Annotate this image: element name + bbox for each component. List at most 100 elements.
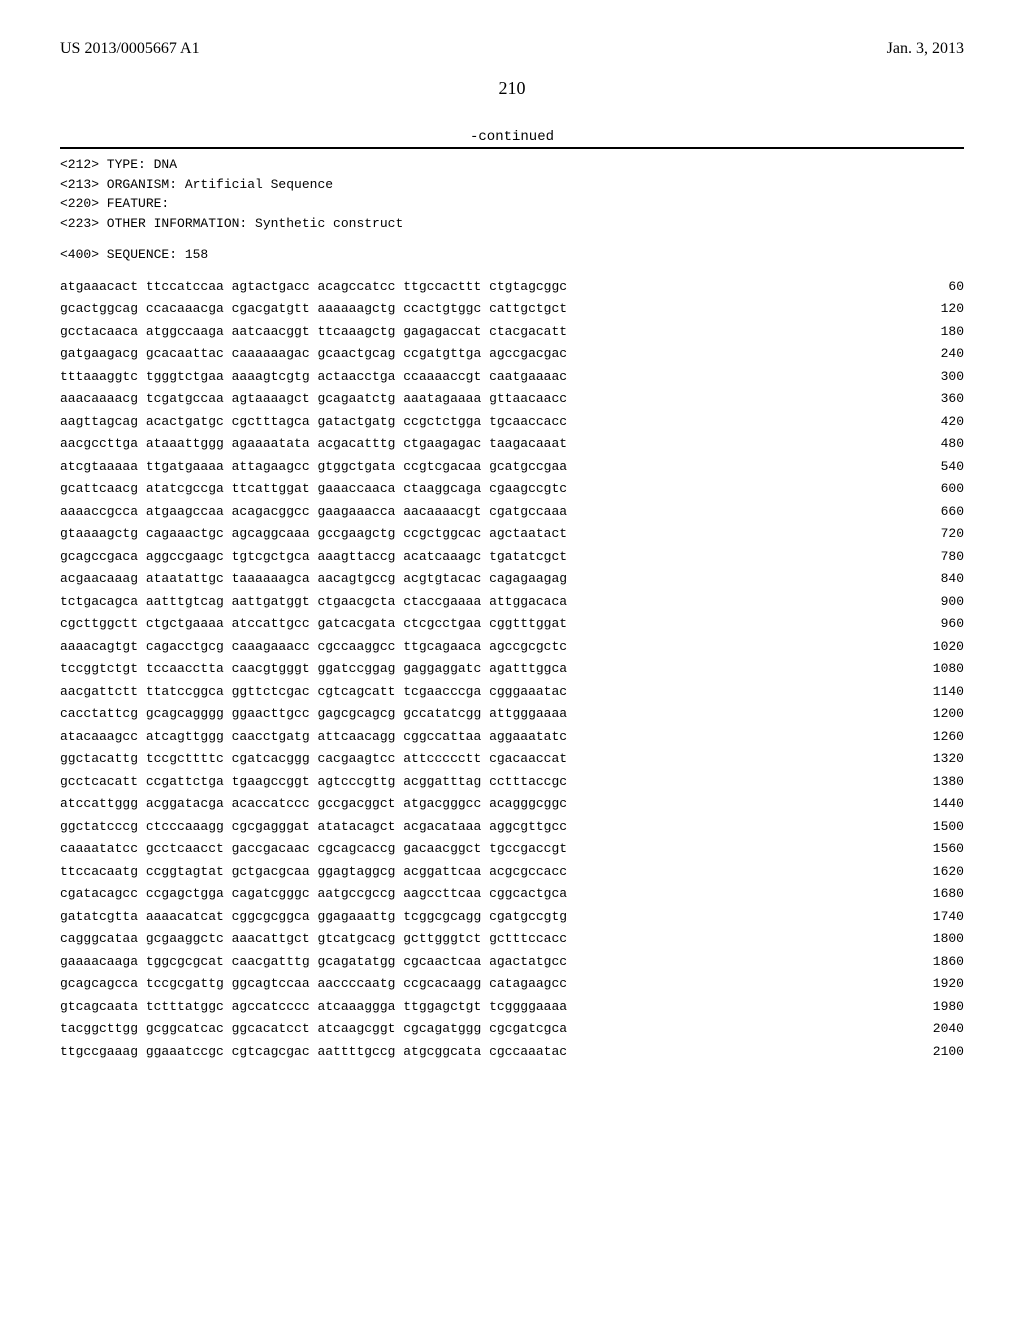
sequence-row: gatatcgtta aaaacatcat cggcgcggca ggagaaa…	[60, 907, 964, 927]
sequence-text: ttccacaatg ccggtagtat gctgacgcaa ggagtag…	[60, 862, 567, 882]
sequence-position: 1920	[914, 974, 964, 994]
sequence-position: 1320	[914, 749, 964, 769]
sequence-text: cgcttggctt ctgctgaaaa atccattgcc gatcacg…	[60, 614, 567, 634]
sequence-text: aaacaaaacg tcgatgccaa agtaaaagct gcagaat…	[60, 389, 567, 409]
sequence-position: 240	[914, 344, 964, 364]
sequence-text: gtaaaagctg cagaaactgc agcaggcaaa gccgaag…	[60, 524, 567, 544]
sequence-position: 60	[914, 277, 964, 297]
sequence-position: 1440	[914, 794, 964, 814]
sequence-row: tacggcttgg gcggcatcac ggcacatcct atcaagc…	[60, 1019, 964, 1039]
sequence-position: 120	[914, 299, 964, 319]
sequence-text: gcctcacatt ccgattctga tgaagccggt agtcccg…	[60, 772, 567, 792]
sequence-text: gcagcagcca tccgcgattg ggcagtccaa aacccca…	[60, 974, 567, 994]
sequence-text: atacaaagcc atcagttggg caacctgatg attcaac…	[60, 727, 567, 747]
sequence-text: gaaaacaaga tggcgcgcat caacgatttg gcagata…	[60, 952, 567, 972]
sequence-text: gcattcaacg atatcgccga ttcattggat gaaacca…	[60, 479, 567, 499]
sequence-text: acgaacaaag ataatattgc taaaaaagca aacagtg…	[60, 569, 567, 589]
sequence-block: <212> TYPE: DNA <213> ORGANISM: Artifici…	[60, 147, 964, 1061]
sequence-row: cagggcataa gcgaaggctc aaacattgct gtcatgc…	[60, 929, 964, 949]
sequence-row: ttccacaatg ccggtagtat gctgacgcaa ggagtag…	[60, 862, 964, 882]
meta-213: <213> ORGANISM: Artificial Sequence	[60, 175, 964, 195]
sequence-text: gtcagcaata tctttatggc agccatcccc atcaaag…	[60, 997, 567, 1017]
meta-220: <220> FEATURE:	[60, 194, 964, 214]
sequence-row: gtcagcaata tctttatggc agccatcccc atcaaag…	[60, 997, 964, 1017]
sequence-row: aaacaaaacg tcgatgccaa agtaaaagct gcagaat…	[60, 389, 964, 409]
sequence-position: 1740	[914, 907, 964, 927]
sequence-position: 1200	[914, 704, 964, 724]
sequence-position: 1260	[914, 727, 964, 747]
sequence-row: cgcttggctt ctgctgaaaa atccattgcc gatcacg…	[60, 614, 964, 634]
sequence-position: 960	[914, 614, 964, 634]
sequence-position: 1500	[914, 817, 964, 837]
sequence-row: gaaaacaaga tggcgcgcat caacgatttg gcagata…	[60, 952, 964, 972]
meta-400: <400> SEQUENCE: 158	[60, 245, 964, 265]
sequence-position: 1860	[914, 952, 964, 972]
sequence-position: 780	[914, 547, 964, 567]
sequence-position: 1980	[914, 997, 964, 1017]
sequence-row: acgaacaaag ataatattgc taaaaaagca aacagtg…	[60, 569, 964, 589]
sequence-position: 1140	[914, 682, 964, 702]
sequence-row: ttgccgaaag ggaaatccgc cgtcagcgac aattttg…	[60, 1042, 964, 1062]
sequence-text: ggctacattg tccgcttttc cgatcacggg cacgaag…	[60, 749, 567, 769]
sequence-text: gcctacaaca atggccaaga aatcaacggt ttcaaag…	[60, 322, 567, 342]
sequence-text: atccattggg acggatacga acaccatccc gccgacg…	[60, 794, 567, 814]
meta-212: <212> TYPE: DNA	[60, 155, 964, 175]
meta-223: <223> OTHER INFORMATION: Synthetic const…	[60, 214, 964, 234]
sequence-text: aaaaccgcca atgaagccaa acagacggcc gaagaaa…	[60, 502, 567, 522]
sequence-position: 2040	[914, 1019, 964, 1039]
sequence-position: 1080	[914, 659, 964, 679]
sequence-text: aaaacagtgt cagacctgcg caaagaaacc cgccaag…	[60, 637, 567, 657]
sequence-row: atccattggg acggatacga acaccatccc gccgacg…	[60, 794, 964, 814]
sequence-position: 1020	[914, 637, 964, 657]
sequence-text: aagttagcag acactgatgc cgctttagca gatactg…	[60, 412, 567, 432]
sequence-row: cgatacagcc ccgagctgga cagatcgggc aatgccg…	[60, 884, 964, 904]
sequence-row: ggctacattg tccgcttttc cgatcacggg cacgaag…	[60, 749, 964, 769]
sequence-row: aaaaccgcca atgaagccaa acagacggcc gaagaaa…	[60, 502, 964, 522]
sequence-text: tttaaaggtc tgggtctgaa aaaagtcgtg actaacc…	[60, 367, 567, 387]
sequence-row: gcattcaacg atatcgccga ttcattggat gaaacca…	[60, 479, 964, 499]
continued-label: -continued	[60, 129, 964, 145]
sequence-text: atcgtaaaaa ttgatgaaaa attagaagcc gtggctg…	[60, 457, 567, 477]
sequence-row: aaaacagtgt cagacctgcg caaagaaacc cgccaag…	[60, 637, 964, 657]
sequence-row: caaaatatcc gcctcaacct gaccgacaac cgcagca…	[60, 839, 964, 859]
sequence-text: aacgattctt ttatccggca ggttctcgac cgtcagc…	[60, 682, 567, 702]
sequence-row: aacgccttga ataaattggg agaaaatata acgacat…	[60, 434, 964, 454]
sequence-position: 660	[914, 502, 964, 522]
sequence-text: tctgacagca aatttgtcag aattgatggt ctgaacg…	[60, 592, 567, 612]
sequence-position: 2100	[914, 1042, 964, 1062]
sequence-row: tctgacagca aatttgtcag aattgatggt ctgaacg…	[60, 592, 964, 612]
sequence-text: atgaaacact ttccatccaa agtactgacc acagcca…	[60, 277, 567, 297]
sequence-row: gcctacaaca atggccaaga aatcaacggt ttcaaag…	[60, 322, 964, 342]
sequence-row: gtaaaagctg cagaaactgc agcaggcaaa gccgaag…	[60, 524, 964, 544]
sequence-text: cagggcataa gcgaaggctc aaacattgct gtcatgc…	[60, 929, 567, 949]
sequence-row: cacctattcg gcagcagggg ggaacttgcc gagcgca…	[60, 704, 964, 724]
sequence-text: gatgaagacg gcacaattac caaaaaagac gcaactg…	[60, 344, 567, 364]
sequence-position: 480	[914, 434, 964, 454]
page-header: US 2013/0005667 A1 Jan. 3, 2013	[60, 40, 964, 58]
sequence-position: 720	[914, 524, 964, 544]
sequence-row: gcactggcag ccacaaacga cgacgatgtt aaaaaag…	[60, 299, 964, 319]
sequence-row: atacaaagcc atcagttggg caacctgatg attcaac…	[60, 727, 964, 747]
sequence-row: atgaaacact ttccatccaa agtactgacc acagcca…	[60, 277, 964, 297]
sequence-row: aagttagcag acactgatgc cgctttagca gatactg…	[60, 412, 964, 432]
sequence-position: 360	[914, 389, 964, 409]
sequence-position: 420	[914, 412, 964, 432]
sequence-position: 840	[914, 569, 964, 589]
sequence-row: tttaaaggtc tgggtctgaa aaaagtcgtg actaacc…	[60, 367, 964, 387]
sequence-text: cgatacagcc ccgagctgga cagatcgggc aatgccg…	[60, 884, 567, 904]
sequence-text: tacggcttgg gcggcatcac ggcacatcct atcaagc…	[60, 1019, 567, 1039]
sequence-position: 900	[914, 592, 964, 612]
sequence-position: 1560	[914, 839, 964, 859]
sequence-row: ggctatcccg ctcccaaagg cgcgagggat atataca…	[60, 817, 964, 837]
sequence-position: 180	[914, 322, 964, 342]
sequence-text: gcactggcag ccacaaacga cgacgatgtt aaaaaag…	[60, 299, 567, 319]
sequence-row: gcctcacatt ccgattctga tgaagccggt agtcccg…	[60, 772, 964, 792]
sequence-row: gcagccgaca aggccgaagc tgtcgctgca aaagtta…	[60, 547, 964, 567]
sequence-text: ttgccgaaag ggaaatccgc cgtcagcgac aattttg…	[60, 1042, 567, 1062]
sequence-row: gcagcagcca tccgcgattg ggcagtccaa aacccca…	[60, 974, 964, 994]
sequence-row: atcgtaaaaa ttgatgaaaa attagaagcc gtggctg…	[60, 457, 964, 477]
sequence-position: 1620	[914, 862, 964, 882]
sequence-row: gatgaagacg gcacaattac caaaaaagac gcaactg…	[60, 344, 964, 364]
sequence-position: 540	[914, 457, 964, 477]
sequence-text: aacgccttga ataaattggg agaaaatata acgacat…	[60, 434, 567, 454]
